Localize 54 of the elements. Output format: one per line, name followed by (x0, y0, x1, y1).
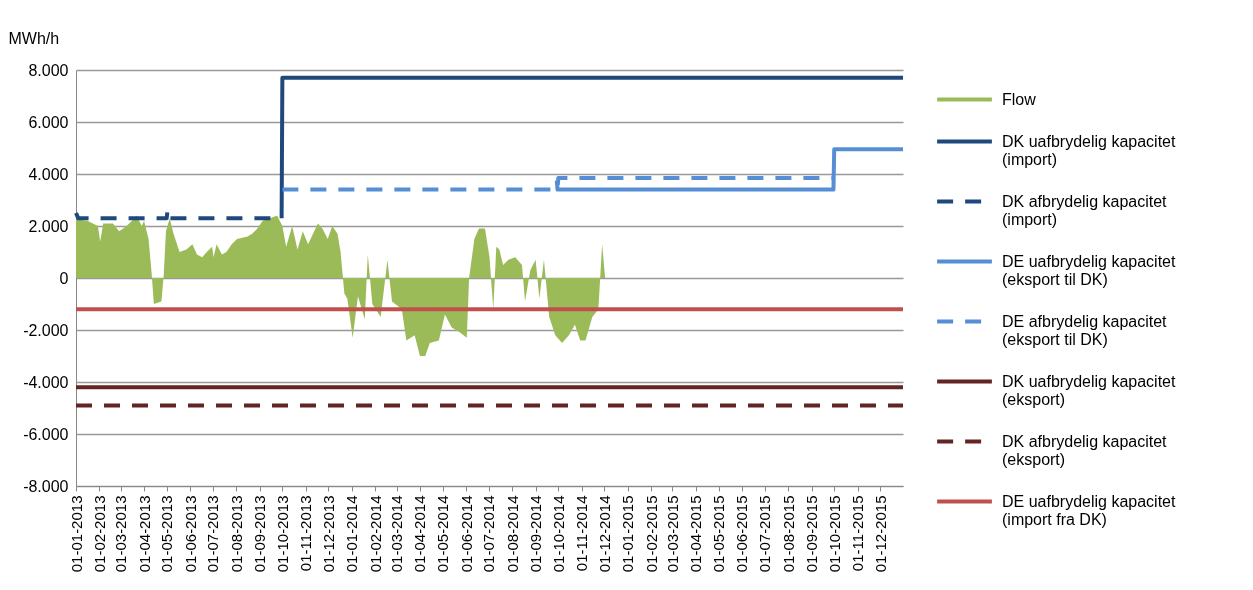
x-tick-label: 01-11-2015 (849, 495, 867, 572)
x-tick-label: 01-11-2013 (297, 495, 315, 572)
x-tick-label: 01-03-2013 (112, 495, 130, 573)
y-tick-label: 6.000 (28, 113, 69, 131)
x-tick-label: 01-01-2014 (343, 495, 361, 573)
y-tick-label: 8.000 (28, 61, 69, 79)
x-tick-label: 01-05-2015 (710, 495, 728, 573)
x-tick-label: 01-01-2015 (619, 495, 637, 573)
y-tick-label: -2.000 (23, 321, 69, 339)
legend-label: DE afbrydelig kapacitet (eksport til DK) (1002, 312, 1168, 348)
x-tick-label: 01-02-2013 (90, 495, 108, 573)
x-tick-label: 01-10-2014 (549, 495, 567, 573)
x-tick-label: 01-07-2013 (204, 495, 222, 573)
x-tick-label: 01-07-2014 (480, 495, 498, 573)
legend-label: DE uafbrydelig kapacitet (eksport til DK) (1002, 252, 1176, 288)
y-tick-label: -8.000 (23, 477, 69, 495)
x-tick-label: 01-07-2015 (756, 495, 774, 573)
x-tick-label: 01-12-2015 (871, 495, 889, 573)
x-tick-label: 01-08-2014 (503, 495, 521, 573)
x-tick-label: 01-05-2014 (434, 495, 452, 573)
x-tick-label: 01-01-2013 (67, 495, 85, 573)
y-tick-label: -4.000 (23, 373, 69, 391)
legend-label: DK uafbrydelig kapacitet (import) (1002, 132, 1176, 168)
x-tick-label: 01-09-2013 (251, 495, 269, 573)
y-tick-label: 2.000 (28, 217, 69, 235)
x-tick-label: 01-12-2013 (319, 495, 337, 573)
x-tick-label: 01-08-2013 (227, 495, 245, 573)
legend-label: DK afbrydelig kapacitet (eksport) (1002, 432, 1168, 468)
x-tick-label: 01-04-2013 (135, 495, 153, 573)
x-tick-label: 01-05-2013 (158, 495, 176, 573)
x-tick-label: 01-03-2014 (388, 495, 406, 573)
x-tick-label: 01-08-2015 (779, 495, 797, 573)
x-tick-label: 01-10-2015 (825, 495, 843, 573)
legend-label: DK afbrydelig kapacitet (import) (1002, 192, 1168, 228)
x-tick-label: 01-04-2015 (687, 495, 705, 573)
y-tick-label: 4.000 (28, 165, 69, 183)
x-tick-label: 01-09-2015 (803, 495, 821, 573)
x-tick-label: 01-02-2014 (366, 495, 384, 573)
y-tick-label: -6.000 (23, 425, 69, 443)
x-tick-label: 01-11-2014 (573, 495, 591, 572)
legend-label: DE uafbrydelig kapacitet (import fra DK) (1002, 492, 1176, 528)
x-tick-label: 01-06-2015 (733, 495, 751, 573)
legend-label: DK uafbrydelig kapacitet (eksport) (1002, 372, 1176, 408)
y-axis-title: MWh/h (8, 29, 60, 47)
x-tick-label: 01-09-2014 (527, 495, 545, 573)
x-tick-label: 01-12-2014 (595, 495, 613, 573)
x-tick-label: 01-10-2013 (273, 495, 291, 573)
x-tick-label: 01-04-2014 (411, 495, 429, 573)
legend-label: Flow (1002, 90, 1037, 108)
x-tick-label: 01-06-2014 (457, 495, 475, 573)
x-tick-label: 01-02-2015 (642, 495, 660, 573)
y-tick-label: 0 (59, 269, 69, 287)
x-tick-label: 01-03-2015 (663, 495, 681, 573)
x-tick-label: 01-06-2013 (181, 495, 199, 573)
